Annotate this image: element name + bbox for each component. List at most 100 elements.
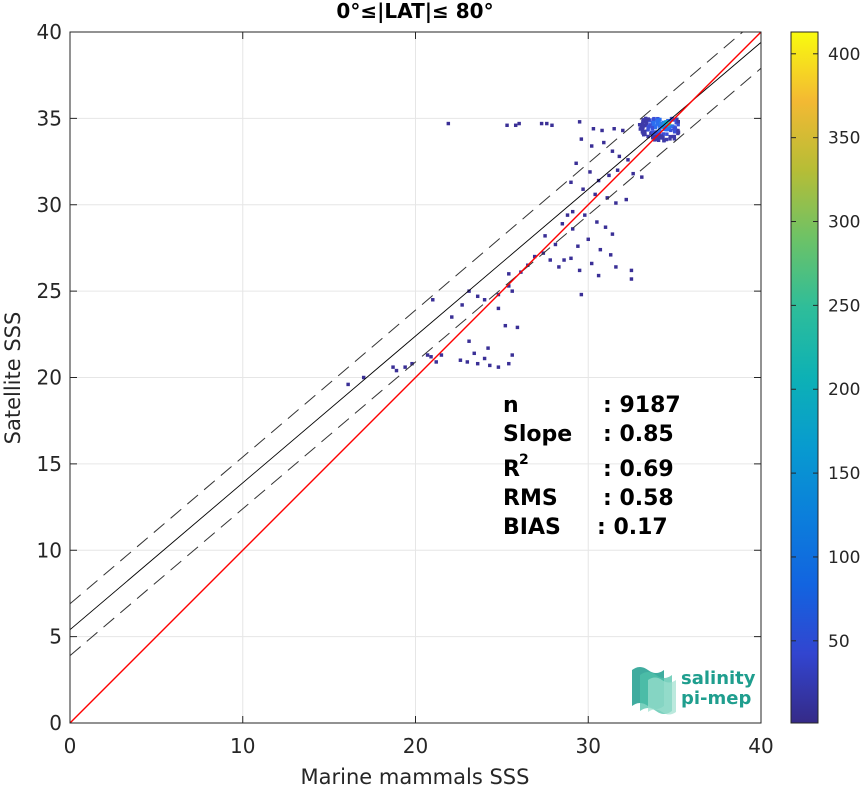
density-point [569,180,573,185]
density-point [425,353,430,357]
colorbar-tick-label: 100 [828,548,860,568]
density-point [577,268,582,273]
fit-line [70,42,761,631]
density-point [465,360,470,364]
stat-r2-label: R [503,457,520,482]
density-point [545,121,549,126]
density-point [643,129,647,133]
density-point [617,154,622,159]
y-tick-label: 20 [37,366,62,390]
density-point [624,197,628,202]
y-tick-label: 5 [49,625,62,649]
x-axis-label: Marine mammals SSS [301,765,530,786]
y-axis-label: Satellite SSS [1,312,25,445]
density-point [641,132,646,137]
density-point [576,244,580,248]
density-point [646,125,650,130]
density-point [656,122,661,126]
y-tick-label: 30 [37,193,62,217]
density-point [553,242,558,247]
density-point [640,175,644,179]
density-point [629,268,634,273]
density-point [439,353,444,357]
density-point [532,254,537,259]
density-point-peak [660,125,665,129]
density-point [560,222,565,226]
density-point [607,173,611,178]
density-point [482,356,487,361]
density-point [467,339,471,343]
density-point [650,136,655,140]
density-point [654,133,658,138]
density-point [661,132,666,136]
density-point [581,187,585,191]
density-point [507,361,511,366]
density-point [550,123,554,128]
colorbar-ticks: 50 100 150 200 250 300 350 400 [791,45,860,652]
density-point [638,127,643,131]
density-point [672,118,677,122]
density-point [346,382,350,387]
density-point [621,128,625,133]
one-to-one-line [70,32,761,723]
density-point [577,120,582,124]
density-point [608,253,613,257]
density-point [410,361,414,366]
fit-bound-line [70,32,744,605]
density-point [394,368,399,373]
density-point [605,196,609,200]
density-point [458,358,463,362]
colorbar-tick-label: 250 [828,296,860,316]
density-point [653,138,657,142]
density-point [676,131,680,136]
density-point [671,134,676,139]
salinity-pimep-logo: salinity pi-mep [632,667,756,715]
density-point [569,256,573,261]
density-point [565,213,570,217]
axis-ticks: 0 10 20 30 40 0 5 10 15 20 25 30 35 40 [37,20,774,758]
density-point [640,121,645,126]
density-point [653,125,658,130]
density-point [589,261,594,266]
density-point [450,315,454,319]
density-point [391,365,395,369]
density-point [515,325,520,330]
density-point [475,361,480,366]
stat-bias-label: BIAS [503,515,561,540]
density-points [346,116,681,387]
stat-r2-value: : 0.69 [603,457,674,482]
density-point [651,120,656,125]
density-point [579,137,584,141]
density-point [570,209,575,214]
colorbar-tick-label: 400 [828,45,860,65]
y-tick-label: 40 [37,20,62,44]
chart-title: 0°≤|LAT|≤ 80° [336,0,493,23]
density-point [429,355,433,359]
density-point [460,303,464,307]
density-point [675,117,679,122]
density-point [586,237,590,242]
density-point [657,129,661,133]
density-point [603,225,608,229]
density-point [667,126,671,130]
density-point [513,123,518,128]
density-point [676,119,680,124]
density-point-peak [664,120,668,124]
density-point [651,130,655,135]
density-point [631,171,635,176]
density-point [666,118,670,123]
stat-n-value: : 9187 [603,393,681,418]
density-point [602,140,606,145]
density-point [641,125,645,129]
stat-bias-value: : 0.17 [597,515,668,540]
density-point [539,121,544,126]
density-point [475,294,480,299]
x-tick-label: 30 [576,734,601,758]
density-point [614,201,618,205]
density-point [668,137,672,141]
statistics-text: n : 9187 Slope : 0.85 R 2 : 0.69 RMS : 0… [503,393,681,540]
svg-text:pi-mep: pi-mep [681,688,751,709]
density-point [548,258,552,262]
density-point [434,360,438,364]
